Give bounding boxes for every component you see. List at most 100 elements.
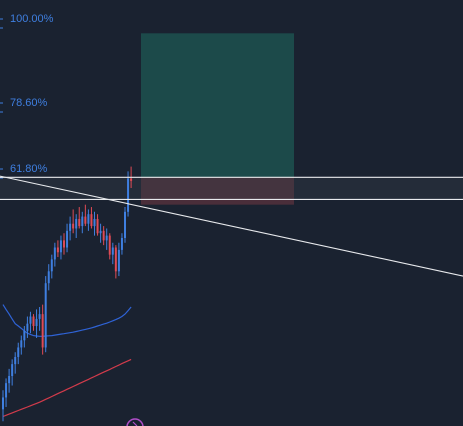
candle-body <box>5 383 8 398</box>
candle-body <box>117 249 120 272</box>
candle <box>20 335 23 355</box>
candle <box>2 390 4 422</box>
candle <box>72 209 75 234</box>
stop-zone[interactable] <box>141 177 294 205</box>
candle-body <box>99 230 102 234</box>
candle <box>63 233 65 255</box>
candle <box>78 207 81 229</box>
candle <box>81 211 84 234</box>
candle <box>59 235 62 260</box>
drawn-lines[interactable] <box>0 175 463 277</box>
fib-levels[interactable]: 100.00% 78.60% 61.80% <box>0 13 54 179</box>
candle <box>102 226 105 246</box>
candle-body <box>102 230 105 241</box>
candle <box>87 209 90 231</box>
candle <box>124 207 126 243</box>
candle-body <box>63 240 65 248</box>
candle-body <box>14 356 17 365</box>
candle-body <box>90 214 93 227</box>
candle <box>32 314 35 331</box>
candle-body <box>81 216 84 227</box>
candle <box>111 242 114 265</box>
candle <box>8 368 11 393</box>
candle-body <box>20 340 23 348</box>
candle <box>75 214 78 238</box>
candle <box>108 233 111 260</box>
candle-body <box>124 211 126 238</box>
candle <box>5 378 8 407</box>
candle <box>84 204 87 227</box>
candle <box>35 309 38 338</box>
trend-line[interactable] <box>0 175 463 277</box>
candle-body <box>127 178 130 212</box>
candle <box>53 242 56 267</box>
candle <box>56 240 59 258</box>
candle <box>120 233 123 255</box>
candle-body <box>29 316 32 324</box>
candle <box>69 216 72 241</box>
event-marker-icon[interactable] <box>126 418 144 426</box>
candle <box>14 352 17 374</box>
candle <box>66 223 69 253</box>
candle-body <box>108 235 111 255</box>
target-zone[interactable] <box>141 33 294 178</box>
candle <box>117 242 120 277</box>
fib-label-2[interactable]: 61.80% <box>10 163 48 175</box>
candle-body <box>32 316 35 327</box>
candle <box>23 326 26 348</box>
candlestick-series <box>2 166 133 422</box>
fib-label-1[interactable]: 78.60% <box>10 97 48 109</box>
candle <box>105 228 108 250</box>
candle-body <box>35 318 38 327</box>
candle <box>90 207 93 229</box>
candle-body <box>41 314 44 348</box>
candle <box>93 211 96 236</box>
candle-body <box>8 376 11 384</box>
candle-body <box>93 218 96 227</box>
candle-body <box>96 218 99 234</box>
candle <box>127 171 130 217</box>
candle-body <box>72 223 75 229</box>
fib-label-0[interactable]: 100.00% <box>10 13 54 25</box>
candle-body <box>111 247 114 255</box>
candle-body <box>23 330 26 341</box>
candle <box>41 304 44 355</box>
candle-body <box>120 237 123 250</box>
event-marker-stem <box>132 421 138 426</box>
candle-body <box>56 247 59 253</box>
range-band <box>0 177 463 200</box>
candle-body <box>130 178 133 181</box>
candle <box>47 264 50 291</box>
candle-body <box>59 240 62 253</box>
position-zones[interactable] <box>0 33 463 205</box>
candle <box>38 307 41 331</box>
candle-body <box>69 223 72 231</box>
candle <box>29 311 32 334</box>
candle-body <box>84 216 87 224</box>
candle-body <box>105 235 108 241</box>
candle-body <box>26 323 29 331</box>
markers[interactable] <box>126 418 144 426</box>
candle-body <box>75 218 78 229</box>
candle-body <box>53 247 56 260</box>
candle-body <box>17 347 20 357</box>
candle-body <box>114 247 117 272</box>
candle-body <box>47 271 50 284</box>
candle-body <box>50 259 53 272</box>
candle-body <box>87 214 90 224</box>
ma-line-slow <box>2 358 132 418</box>
candle-body <box>78 218 81 227</box>
candle-body <box>11 364 14 377</box>
candle <box>50 254 53 279</box>
candle <box>17 342 20 365</box>
candle-body <box>2 397 4 410</box>
candle <box>44 276 47 353</box>
candle-body <box>38 314 41 319</box>
candle-body <box>66 230 69 248</box>
candle <box>96 214 99 236</box>
candle <box>114 245 117 279</box>
candle-body <box>44 283 47 348</box>
candle <box>99 223 102 243</box>
